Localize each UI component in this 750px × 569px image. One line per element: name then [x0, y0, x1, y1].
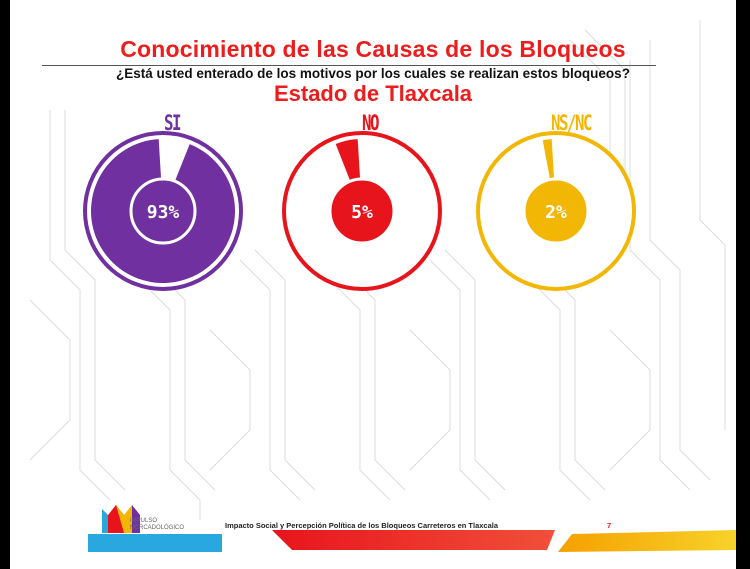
category-label-si: SI: [164, 111, 181, 135]
value-label-no: 5%: [351, 202, 373, 223]
footer-caption: Impacto Social y Percepción Política de …: [225, 521, 499, 530]
donut-no: 5%: [282, 131, 442, 291]
category-label-nsnc: NS/NC: [551, 111, 592, 135]
donut-charts: 93% 5% 2%: [83, 131, 636, 291]
question-text: ¿Está usted enterado de los motivos por …: [116, 66, 630, 81]
page-number: 7: [607, 521, 612, 530]
donut-center-no: [328, 177, 396, 245]
subtitle: Estado de Tlaxcala: [273, 81, 473, 106]
footer-color-bars: [272, 530, 736, 552]
donut-center-nsnc: [522, 177, 590, 245]
main-title: Conocimiento de las Causas de los Bloque…: [120, 36, 626, 62]
donut-si: 93%: [83, 131, 243, 291]
logo-wordmark: IMPULSO MERCADOLÓGICO: [130, 518, 185, 531]
title-divider: [42, 65, 656, 66]
donut-center-si: [129, 177, 197, 245]
donut-nsnc: 2%: [476, 131, 636, 291]
value-label-si: 93%: [147, 202, 180, 223]
value-label-nsnc: 2%: [545, 202, 567, 223]
company-logo: [88, 505, 222, 552]
category-label-no: NO: [362, 111, 379, 135]
slide: Conocimiento de las Causas de los Bloque…: [10, 0, 736, 569]
